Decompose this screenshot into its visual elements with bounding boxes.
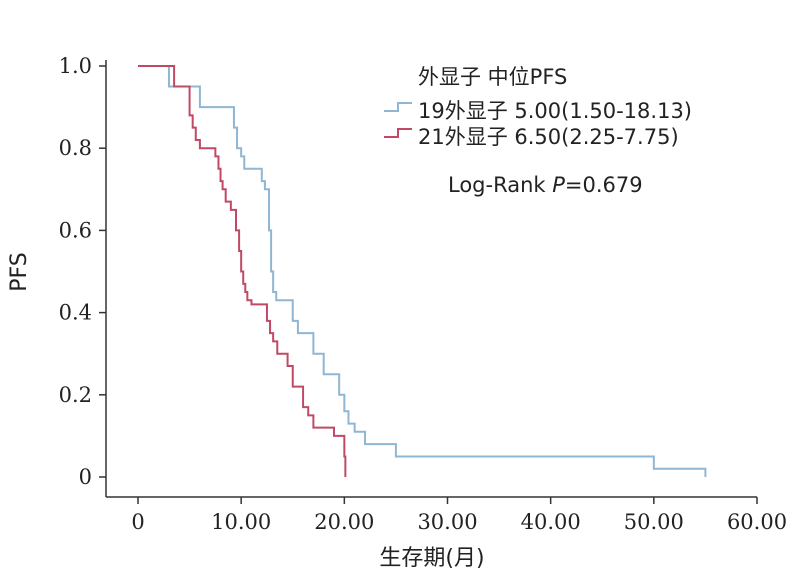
y-tick-label: 0 bbox=[79, 465, 92, 489]
y-tick-label: 0.8 bbox=[59, 136, 92, 160]
series-line-2 bbox=[138, 65, 347, 477]
y-tick-label: 0.6 bbox=[59, 218, 92, 242]
y-tick-label: 1.0 bbox=[59, 54, 92, 78]
legend: 外显子 中位PFS 19外显子 5.00(1.50-18.13)21外显子 6.… bbox=[384, 65, 692, 197]
log-rank-annotation: Log-Rank P=0.679 bbox=[448, 173, 643, 197]
legend-label-2: 21外显子 6.50(2.25-7.75) bbox=[418, 125, 679, 149]
log-rank-prefix: Log-Rank bbox=[448, 173, 552, 197]
y-axis-title: PFS bbox=[7, 252, 32, 292]
legend-label-1: 19外显子 5.00(1.50-18.13) bbox=[418, 99, 692, 123]
x-tick-label: 60.00 bbox=[727, 510, 787, 534]
legend-items: 19外显子 5.00(1.50-18.13)21外显子 6.50(2.25-7.… bbox=[384, 99, 692, 149]
log-rank-value: =0.679 bbox=[565, 173, 643, 197]
x-tick-label: 40.00 bbox=[521, 510, 581, 534]
legend-marker-2 bbox=[384, 128, 412, 138]
series-line-1 bbox=[138, 65, 707, 477]
log-rank-p: P bbox=[552, 173, 565, 197]
x-tick-label: 50.00 bbox=[624, 510, 684, 534]
legend-marker-1 bbox=[384, 102, 412, 112]
x-tick-label: 10.00 bbox=[211, 510, 271, 534]
legend-title: 外显子 中位PFS bbox=[418, 65, 567, 89]
y-tick-label: 0.2 bbox=[59, 383, 92, 407]
x-tick-label: 0 bbox=[131, 510, 144, 534]
x-tick-label: 20.00 bbox=[314, 510, 374, 534]
x-axis-title: 生存期(月) bbox=[379, 546, 484, 571]
plot-area bbox=[138, 65, 707, 477]
axes: 0 0.2 0.4 0.6 0.8 1.0 0 10.00 20.00 30.00 40.00 50.… bbox=[59, 54, 787, 534]
y-tick-label: 0.4 bbox=[59, 301, 92, 325]
x-tick-label: 30.00 bbox=[417, 510, 477, 534]
